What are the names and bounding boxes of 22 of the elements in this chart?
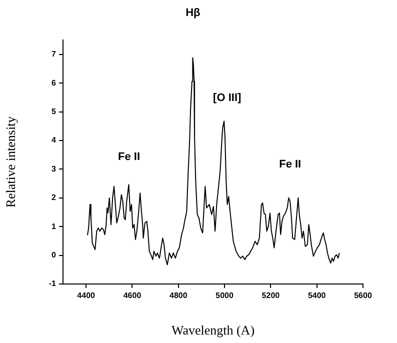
x-tick-label: 4400 [77, 291, 96, 300]
y-tick-label: 4 [52, 136, 57, 145]
y-tick-label: 2 [52, 193, 57, 202]
annotation: Fe II [279, 158, 302, 170]
y-tick-label: 1 [52, 222, 57, 231]
y-tick-label: 3 [52, 164, 57, 174]
y-tick-label: -1 [48, 279, 57, 288]
x-tick-label: 5200 [262, 291, 280, 300]
x-tick-label: 5600 [354, 291, 372, 300]
x-tick-label: 4600 [123, 291, 142, 300]
y-tick-label: 7 [52, 50, 57, 59]
y-tick-label: 6 [52, 78, 57, 88]
x-tick-label: 5000 [216, 291, 234, 300]
y-tick-label: 5 [52, 106, 57, 116]
text: Hβ [186, 7, 201, 20]
y-axis-title: Relative intensity [3, 116, 18, 208]
x-tick-label: 4800 [169, 291, 188, 300]
x-tick-label: 5400 [308, 291, 326, 300]
annotation: Fe II [118, 151, 140, 164]
x-axis-title: Wavelength (A) [171, 322, 255, 338]
y-tick-label: 0 [52, 250, 57, 260]
annotation: [O III] [213, 92, 242, 104]
